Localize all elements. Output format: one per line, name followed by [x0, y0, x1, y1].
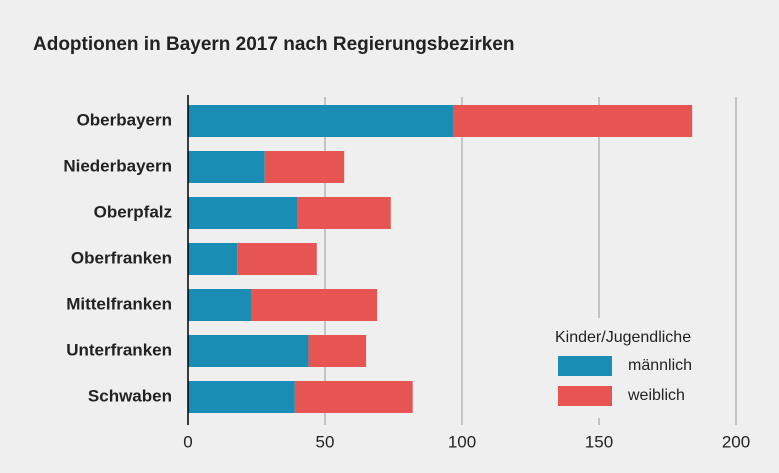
- y-tick-label: Oberpfalz: [94, 202, 172, 221]
- bar: [297, 197, 391, 229]
- y-tick-label: Niederbayern: [63, 156, 172, 175]
- x-tick-label: 200: [722, 432, 750, 451]
- bar: [188, 151, 265, 183]
- bar: [237, 243, 317, 275]
- bar: [294, 381, 413, 413]
- x-tick-label: 150: [585, 432, 613, 451]
- x-tick-label: 50: [316, 432, 335, 451]
- x-tick-label: 100: [448, 432, 476, 451]
- legend-swatch: [558, 356, 612, 376]
- bar: [251, 289, 378, 321]
- y-tick-label: Oberbayern: [77, 110, 172, 129]
- bar: [453, 105, 693, 137]
- bar: [188, 105, 454, 137]
- chart-title: Adoptionen in Bayern 2017 nach Regierung…: [33, 34, 514, 55]
- legend-label: weiblich: [627, 387, 685, 404]
- bar: [188, 289, 252, 321]
- y-tick-label: Schwaben: [88, 386, 172, 405]
- legend-title: Kinder/Jugendliche: [555, 329, 691, 346]
- legend-label: männlich: [628, 357, 692, 374]
- bar: [308, 335, 367, 367]
- x-tick-label: 0: [183, 432, 192, 451]
- bar: [188, 197, 298, 229]
- y-tick-label: Unterfranken: [66, 340, 172, 359]
- bar: [188, 243, 238, 275]
- y-tick-label: Mittelfranken: [66, 294, 172, 313]
- legend-swatch: [558, 386, 612, 406]
- y-tick-label: Oberfranken: [71, 248, 172, 267]
- bar: [188, 381, 295, 413]
- bar: [264, 151, 345, 183]
- bar: [188, 335, 309, 367]
